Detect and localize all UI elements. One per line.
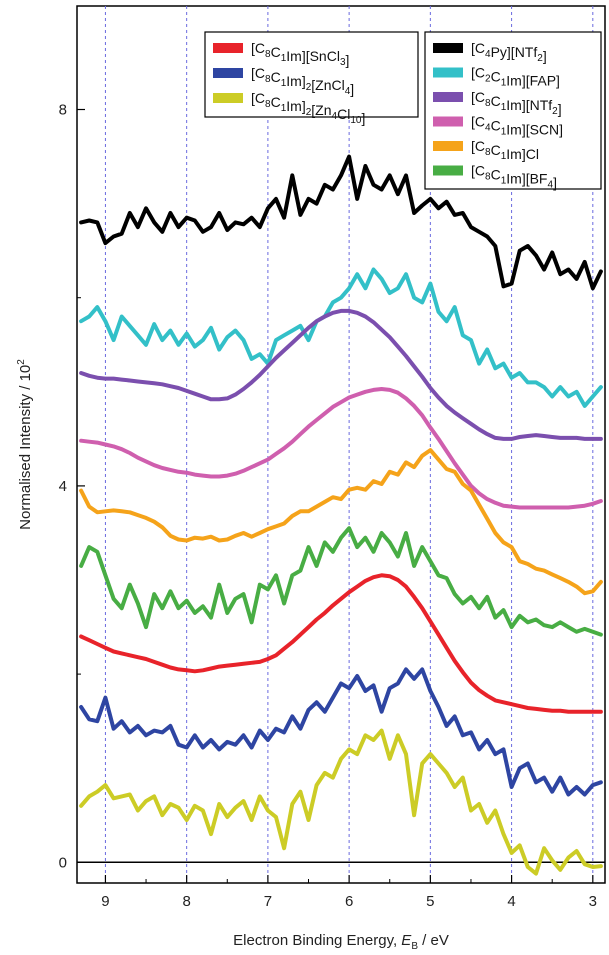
legend-label: [C8C1Im][BF4]	[471, 163, 557, 191]
legend-label: [C8C1Im]Cl	[471, 138, 539, 162]
legends: [C8C1Im][SnCl3][C8C1Im]2[ZnCl4][C8C1Im]2…	[204, 31, 602, 191]
x-tick-label: 9	[101, 893, 109, 910]
legend-label: [C4C1Im][SCN]	[471, 114, 563, 138]
y-tick-label: 4	[59, 478, 67, 495]
legend-label: [C8C1Im][NTf2]	[471, 89, 562, 117]
legend-label: [C8C1Im]2[Zn4Cl10]	[251, 90, 365, 126]
x-tick-label: 3	[589, 893, 597, 910]
x-tick-label: 8	[182, 893, 190, 910]
series-line-5	[79, 526, 603, 637]
series-line-1	[79, 267, 603, 408]
legend-label: [C8C1Im][SnCl3]	[251, 40, 349, 68]
series-line-3	[79, 387, 603, 510]
series-line-4	[79, 448, 603, 596]
series-line-2	[79, 308, 603, 441]
x-axis-label: Electron Binding Energy, EB / eV	[233, 932, 449, 952]
legend-label: [C8C1Im]2[ZnCl4]	[251, 65, 354, 97]
x-tick-label: 5	[426, 893, 434, 910]
legend-label: [C2C1Im][FAP]	[471, 65, 560, 89]
x-tick-label: 4	[507, 893, 515, 910]
legend-right	[424, 31, 602, 190]
x-tick-label: 7	[264, 893, 272, 910]
series-line-0	[79, 154, 603, 291]
series-line-7	[79, 667, 603, 797]
series-line-6	[79, 573, 603, 714]
y-axis-label: Normalised Intensity / 102	[16, 359, 34, 530]
x-tick-label: 6	[345, 893, 353, 910]
y-tick-label: 8	[59, 102, 67, 119]
series-line-8	[79, 728, 603, 876]
series-group	[79, 154, 603, 876]
y-tick-label: 0	[59, 854, 67, 871]
axes: 9 8 7 6 5 4 3 0 4 8	[59, 102, 597, 910]
legend-label: [C4Py][NTf2]	[471, 40, 547, 64]
